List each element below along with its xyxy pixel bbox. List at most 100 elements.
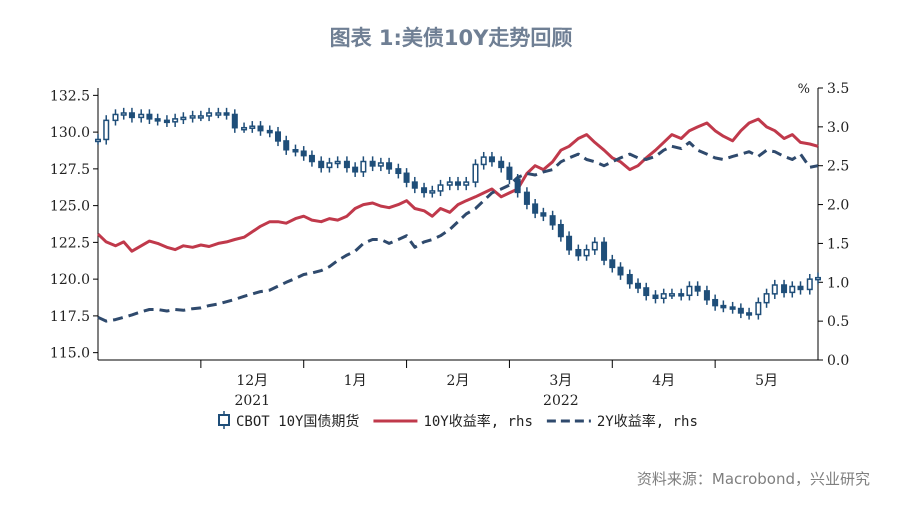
futures-candle — [283, 140, 290, 151]
futures-candle — [318, 160, 325, 169]
futures-candle — [146, 113, 153, 120]
series-cbot-futures — [94, 107, 822, 320]
futures-candle — [591, 241, 598, 251]
futures-candle — [617, 266, 624, 276]
futures-candle — [454, 181, 462, 186]
right-tick-label: 3.0 — [827, 120, 849, 136]
futures-candle — [506, 166, 513, 180]
right-tick-label: 2.5 — [827, 159, 849, 175]
chart-title: 图表 1:美债10Y走势回顾 — [329, 26, 573, 50]
futures-candle — [180, 116, 187, 121]
futures-candle — [652, 294, 659, 299]
futures-candle — [712, 298, 719, 307]
futures-candle — [771, 284, 778, 295]
futures-candle — [266, 129, 273, 134]
futures-candle — [411, 181, 418, 189]
legend-item: 2Y收益率, rhs — [546, 413, 698, 430]
futures-candle — [668, 293, 675, 297]
right-tick-label: 1.5 — [827, 236, 849, 252]
right-tick-label: 2.0 — [827, 198, 849, 214]
futures-candle — [326, 162, 333, 169]
futures-candle — [498, 160, 505, 169]
futures-candle — [703, 290, 710, 301]
left-tick-label: 125.0 — [50, 199, 90, 215]
x-tick-label: 4月 — [652, 373, 675, 389]
futures-candle — [514, 178, 521, 194]
left-tick-label: 120.0 — [50, 272, 90, 288]
futures-candle — [797, 285, 804, 291]
futures-candle — [395, 168, 402, 175]
futures-candle — [403, 172, 410, 183]
futures-candle — [215, 112, 222, 116]
x-tick-label: 12月 — [236, 373, 268, 389]
futures-candle — [566, 235, 573, 251]
futures-candle — [308, 154, 315, 163]
futures-candle — [729, 306, 736, 310]
futures-candle — [557, 223, 564, 238]
series-layer — [94, 107, 822, 323]
futures-candle — [814, 276, 822, 281]
futures-candle — [138, 113, 145, 119]
futures-candle — [488, 156, 495, 163]
futures-candle — [128, 112, 135, 119]
futures-candle — [746, 312, 753, 316]
series-10y-yield-line — [96, 117, 819, 253]
futures-candle — [694, 285, 701, 292]
futures-candle — [437, 184, 444, 192]
futures-candle — [532, 203, 539, 214]
right-tick-label: 3.5 — [827, 81, 849, 97]
x-tick-label: 2月 — [447, 373, 470, 389]
futures-candle — [360, 160, 367, 173]
futures-candle — [634, 282, 642, 289]
futures-candle — [789, 285, 796, 294]
futures-candle — [241, 126, 248, 131]
futures-candle — [763, 293, 770, 304]
legend-label: 10Y收益率, rhs — [423, 413, 532, 430]
x-tick-label: 5月 — [755, 373, 778, 389]
futures-candle — [163, 119, 170, 124]
futures-candle — [292, 149, 299, 153]
futures-candle — [421, 187, 428, 194]
futures-candle — [206, 112, 213, 117]
futures-candle — [781, 284, 788, 294]
futures-candle — [806, 278, 813, 291]
futures-candle — [609, 259, 616, 269]
left-tick-label: 132.5 — [50, 88, 90, 104]
futures-candle — [601, 241, 608, 261]
futures-candle — [172, 118, 179, 123]
futures-candle — [223, 112, 230, 116]
x-tick-label: 3月 — [549, 373, 572, 389]
left-tick-label: 122.5 — [50, 235, 90, 251]
futures-candle — [103, 119, 110, 141]
legend-label: CBOT 10Y国债期货 — [236, 413, 359, 430]
futures-candle — [386, 162, 393, 170]
futures-candle — [549, 215, 556, 226]
futures-candle — [343, 160, 350, 169]
left-tick-label: 130.0 — [50, 125, 90, 141]
left-tick-label: 127.5 — [50, 162, 90, 178]
futures-candle — [120, 112, 127, 116]
futures-candle — [643, 287, 650, 297]
axes: 115.0 117.5 120.0 122.5 125.0 127.5 130.0 132.5… — [50, 81, 849, 409]
futures-candle — [523, 191, 530, 205]
futures-candle — [678, 293, 685, 297]
legend-item: CBOT 10Y国债期货 — [218, 411, 359, 430]
futures-candle — [463, 181, 470, 186]
series-2y-yield-line — [97, 140, 819, 323]
futures-candle — [274, 131, 282, 142]
futures-candle — [352, 166, 359, 173]
source-note: 资料来源：Macrobond，兴业研究 — [636, 470, 870, 488]
futures-candle — [583, 248, 590, 257]
left-tick-label: 117.5 — [50, 309, 90, 325]
left-tick-label: 115.0 — [50, 346, 90, 362]
x-year-label: 2022 — [543, 393, 579, 409]
futures-candle — [480, 156, 487, 166]
futures-candle — [334, 160, 341, 165]
right-axis-unit: % — [798, 82, 810, 97]
futures-candle — [737, 307, 744, 314]
futures-candle — [94, 138, 102, 143]
right-tick-label: 1.0 — [827, 275, 849, 291]
x-year-label: 2021 — [234, 393, 270, 409]
